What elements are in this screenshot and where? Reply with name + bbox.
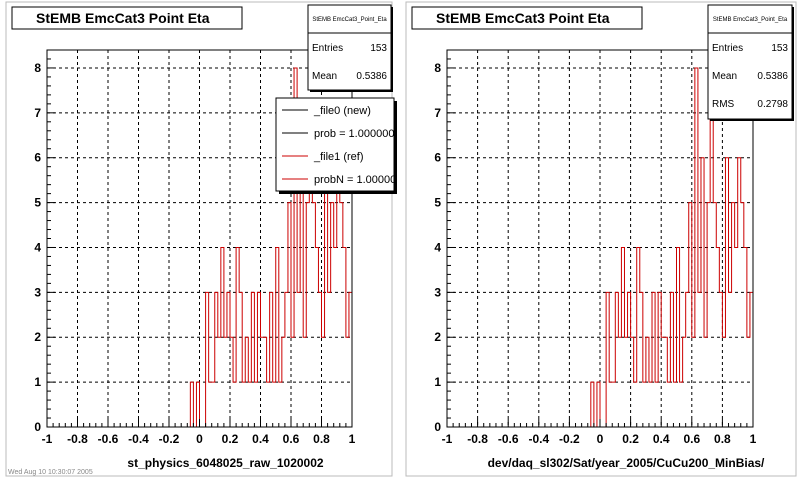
title-box <box>11 6 243 30</box>
x-tick-label: -0.2 <box>559 432 580 446</box>
y-tick-label: 5 <box>34 196 41 210</box>
stats-label: RMS <box>712 99 735 110</box>
stats-header: StEMB EmcCat3_Point_Eta <box>312 17 387 23</box>
stats-label: Mean <box>312 71 337 82</box>
x-tick-label: 0.8 <box>714 432 731 446</box>
y-tick-label: 4 <box>34 240 41 254</box>
legend-label: prob = 1.000000 <box>314 128 394 140</box>
stats-header: StEMB EmcCat3_Point_Eta <box>713 17 788 23</box>
stats-value: 0.2798 <box>757 99 788 110</box>
stats-box-frame <box>707 4 793 120</box>
x-tick-label: 0.6 <box>283 432 300 446</box>
legend-entries: _file0 (new) prob = 1.000000 _file1 (ref) p… <box>282 105 402 186</box>
legend-label: _file0 (new) <box>313 105 371 117</box>
x-axis-title: dev/daq_sl302/Sat/year_2005/CuCu200_MinB… <box>488 456 765 470</box>
chart-title: StEMB EmcCat3 Point Eta <box>436 10 610 26</box>
x-tick-label: -1 <box>42 432 53 446</box>
legend-frame <box>275 97 395 192</box>
x-axis-title: st_physics_6048025_raw_1020002 <box>127 456 323 470</box>
y-axis: 0 1 2 3 4 5 6 7 8 <box>34 49 55 434</box>
x-tick-label: -1 <box>442 432 453 446</box>
x-tick-label: 0.8 <box>313 432 330 446</box>
stats-box: StEMB EmcCat3_Point_Eta Entries 153 Mean 0.5… <box>707 4 794 121</box>
y-tick-label: 5 <box>434 196 441 210</box>
x-axis: -1 -0.8 -0.6 -0.4 -0.2 0 0.2 0.4 0.6 0.8 1 <box>442 419 757 446</box>
y-tick-label: 2 <box>434 330 441 344</box>
stats-value: 153 <box>771 43 788 54</box>
x-tick-label: -0.6 <box>98 432 119 446</box>
y-tick-label: 1 <box>34 375 41 389</box>
x-tick-label: 1 <box>750 432 757 446</box>
y-tick-label: 1 <box>434 375 441 389</box>
x-tick-label: 0 <box>597 432 604 446</box>
y-tick-label: 4 <box>434 240 441 254</box>
x-tick-label: 0.4 <box>653 432 670 446</box>
y-tick-label: 6 <box>34 151 41 165</box>
x-axis: -1 -0.8 -0.6 -0.4 -0.2 0 0.2 0.4 0.6 0.8 1 <box>42 419 356 446</box>
x-tick-label: 0 <box>196 432 203 446</box>
x-tick-label: -0.6 <box>498 432 519 446</box>
legend-label: probN = 1.000000 <box>314 174 402 186</box>
stats-label: Entries <box>712 43 743 54</box>
x-tick-label: -0.4 <box>128 432 149 446</box>
chart-title: StEMB EmcCat3 Point Eta <box>36 10 210 26</box>
x-tick-label: 0.2 <box>622 432 639 446</box>
y-tick-label: 7 <box>34 106 41 120</box>
y-tick-label: 3 <box>34 285 41 299</box>
y-tick-label: 7 <box>434 106 441 120</box>
y-tick-label: 2 <box>34 330 41 344</box>
legend: _file0 (new) prob = 1.000000 _file1 (ref) p… <box>275 97 402 194</box>
legend-label: _file1 (ref) <box>313 151 364 163</box>
stats-label: Mean <box>712 71 737 82</box>
y-tick-label: 3 <box>434 285 441 299</box>
x-tick-label: 0.6 <box>683 432 700 446</box>
chart-panel-2: -1 -0.8 -0.6 -0.4 -0.2 0 0.2 0.4 0.6 0.8 1 0 1 2 3 4 5 6 7… <box>405 1 797 477</box>
y-tick-label: 8 <box>434 61 441 75</box>
y-tick-label: 6 <box>434 151 441 165</box>
x-tick-label: -0.8 <box>67 432 88 446</box>
chart-panel-1: -1 -0.8 -0.6 -0.4 -0.2 0 0.2 0.4 0.6 0.8 1 0 1 2 3 4 5 6 7… <box>5 1 402 477</box>
x-tick-label: -0.8 <box>467 432 488 446</box>
y-tick-label: 0 <box>434 420 441 434</box>
stats-label: Entries <box>312 43 343 54</box>
title-box <box>411 6 643 30</box>
x-tick-label: 1 <box>349 432 356 446</box>
x-tick-label: 0.4 <box>252 432 269 446</box>
x-tick-label: 0.2 <box>222 432 239 446</box>
y-axis: 0 1 2 3 4 5 6 7 8 <box>434 49 455 434</box>
stats-value: 0.5386 <box>757 71 788 82</box>
stats-box-frame <box>307 4 392 91</box>
stats-value: 0.5386 <box>356 71 387 82</box>
x-tick-label: -0.2 <box>159 432 180 446</box>
y-tick-label: 0 <box>34 420 41 434</box>
stats-box: StEMB EmcCat3_Point_Eta Entries 153 Mean 0.5… <box>307 4 393 92</box>
footer-timestamp: Wed Aug 10 10:30:07 2005 <box>8 469 93 476</box>
y-tick-label: 8 <box>34 61 41 75</box>
x-tick-label: -0.4 <box>528 432 549 446</box>
stats-value: 153 <box>370 43 387 54</box>
